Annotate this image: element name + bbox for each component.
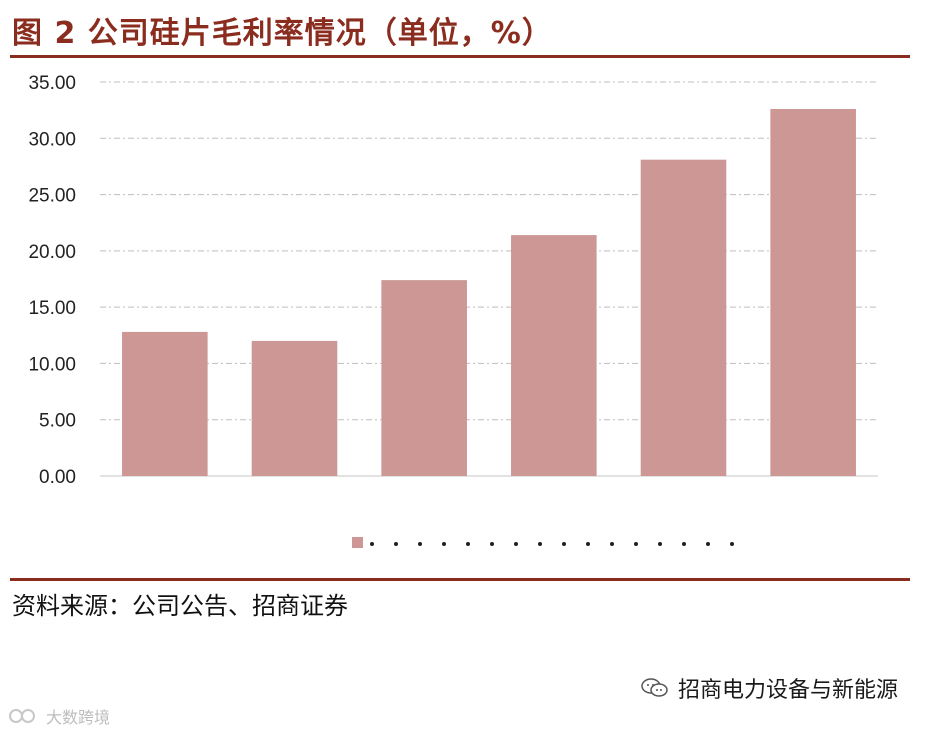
y-tick-label: 0.00: [39, 467, 76, 488]
brand-watermark: 大数跨境: [8, 704, 110, 728]
title-divider: [10, 55, 910, 58]
bar: [251, 340, 338, 476]
legend-dot: [394, 542, 398, 546]
y-tick-label: 20.00: [28, 242, 76, 263]
bar: [381, 280, 467, 476]
legend-dot: [442, 542, 446, 546]
legend-dot: [370, 542, 374, 546]
y-tick-label: 30.00: [28, 129, 76, 150]
grid-layer: [100, 81, 878, 477]
y-tick-label: 15.00: [28, 298, 76, 319]
legend-dot: [466, 542, 470, 546]
legend: [352, 537, 734, 548]
legend-swatch: [352, 537, 363, 548]
y-tick-label: 35.00: [28, 73, 76, 94]
wechat-account-name: 招商电力设备与新能源: [678, 678, 899, 703]
bar: [770, 109, 856, 476]
footer-divider: [10, 578, 910, 581]
bar-series: [122, 109, 856, 476]
legend-dot: [682, 542, 686, 546]
legend-dot: [706, 542, 710, 546]
legend-dot: [538, 542, 542, 546]
bar: [640, 159, 727, 476]
bar: [511, 235, 597, 476]
y-tick-label: 25.00: [28, 186, 76, 207]
legend-dot: [562, 542, 566, 546]
brand-name: 大数跨境: [46, 708, 111, 727]
source-note: 资料来源：公司公告、招商证券: [12, 592, 348, 620]
bar-chart: 0.00 5.00 10.00 15.00 20.00 25.00 30.00 35.00: [28, 73, 878, 548]
legend-dot: [610, 542, 614, 546]
legend-dot: [514, 542, 518, 546]
legend-dot: [418, 542, 422, 546]
legend-dot: [730, 542, 734, 546]
chart-title: 图 2 公司硅片毛利率情况（单位，%）: [12, 16, 553, 51]
brand-logo-icon: [9, 709, 35, 723]
wechat-icon: [641, 678, 668, 697]
bar: [122, 331, 208, 476]
y-axis: 0.00 5.00 10.00 15.00 20.00 25.00 30.00 35.00: [28, 73, 76, 488]
legend-dot: [634, 542, 638, 546]
y-tick-label: 5.00: [39, 411, 76, 432]
legend-dot: [490, 542, 494, 546]
legend-dot: [658, 542, 662, 546]
wechat-watermark: 招商电力设备与新能源: [640, 672, 898, 704]
y-tick-label: 10.00: [28, 354, 76, 375]
legend-dot: [586, 542, 590, 546]
